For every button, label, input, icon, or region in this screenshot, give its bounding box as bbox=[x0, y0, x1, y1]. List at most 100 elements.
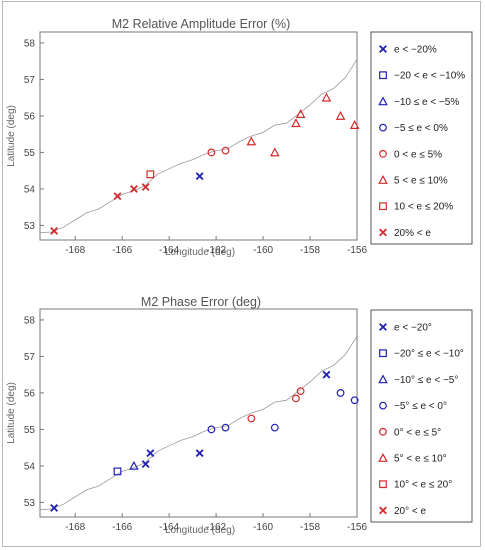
legend-marker bbox=[379, 149, 387, 158]
marker-stroke bbox=[141, 183, 150, 192]
chart-title: M2 Phase Error (deg) bbox=[141, 295, 261, 309]
marker-stroke bbox=[379, 45, 387, 53]
data-point bbox=[221, 423, 230, 432]
data-point bbox=[141, 460, 150, 469]
legend-marker bbox=[379, 506, 387, 515]
legend-label: e < −20% bbox=[394, 45, 437, 56]
y-tick-label: 54 bbox=[24, 184, 36, 195]
marker-shape bbox=[350, 396, 359, 405]
legend-label: 20% < e bbox=[394, 228, 431, 239]
legend-entry: −5° ≤ e < 0° bbox=[379, 401, 447, 412]
legend-label: 10 < e ≤ 20% bbox=[394, 202, 453, 213]
marker-shape bbox=[221, 146, 230, 155]
data-point bbox=[129, 460, 139, 470]
legend-label: 0 < e ≤ 5% bbox=[394, 149, 442, 160]
data-point bbox=[207, 148, 216, 157]
x-tick-label: -162 bbox=[206, 522, 226, 533]
marker-shape bbox=[379, 480, 387, 489]
y-tick-label: 55 bbox=[24, 425, 36, 436]
marker-shape bbox=[378, 452, 388, 462]
legend-marker bbox=[379, 427, 387, 436]
y-tick-label: 58 bbox=[24, 315, 36, 326]
x-tick-label: -164 bbox=[159, 522, 179, 533]
x-tick-label: -166 bbox=[112, 245, 132, 256]
marker-shape bbox=[379, 427, 387, 436]
marker-shape bbox=[336, 389, 345, 397]
x-tick-label: -156 bbox=[347, 522, 367, 533]
data-point bbox=[50, 503, 59, 512]
legend-entry: 20% < e bbox=[379, 228, 431, 239]
legend-label: −20° ≤ e < −10° bbox=[394, 349, 464, 360]
marker-shape bbox=[379, 149, 387, 158]
marker-shape bbox=[321, 92, 332, 102]
data-point bbox=[113, 192, 122, 201]
data-point bbox=[270, 147, 280, 157]
legend-box bbox=[370, 309, 473, 523]
x-tick-label: -156 bbox=[347, 245, 367, 256]
marker-shape bbox=[379, 349, 387, 358]
legend-entry: 20° < e bbox=[379, 506, 427, 517]
legend-label: e < −20° bbox=[394, 323, 432, 334]
data-point bbox=[292, 394, 300, 403]
amplitude-error-panel: M2 Relative Amplitude Error (%) Longitud… bbox=[6, 17, 473, 258]
legend-entry: 0° < e ≤ 5° bbox=[379, 427, 441, 438]
marker-shape bbox=[146, 170, 155, 179]
plot-area-frame bbox=[39, 31, 358, 241]
data-point bbox=[295, 109, 306, 119]
legend-marker bbox=[378, 374, 388, 384]
legend-marker bbox=[378, 96, 388, 106]
marker-stroke bbox=[50, 503, 59, 512]
marker-shape bbox=[270, 147, 280, 157]
data-point bbox=[146, 170, 155, 179]
marker-shape bbox=[207, 148, 216, 157]
marker-shape bbox=[129, 460, 139, 470]
y-tick-label: 55 bbox=[24, 148, 36, 159]
legend-marker bbox=[379, 45, 387, 53]
data-point bbox=[322, 370, 331, 379]
legend-label: 20° < e bbox=[394, 506, 427, 517]
data-point bbox=[247, 414, 256, 423]
data-point bbox=[336, 389, 345, 397]
legend-marker bbox=[379, 71, 387, 80]
y-tick-label: 57 bbox=[24, 352, 36, 363]
data-point bbox=[291, 118, 301, 128]
marker-stroke bbox=[379, 506, 387, 515]
marker-shape bbox=[270, 423, 279, 432]
legend-entry: e < −20° bbox=[379, 323, 432, 334]
y-tick-label: 53 bbox=[24, 221, 36, 232]
x-tick-label: -162 bbox=[206, 245, 226, 256]
data-point bbox=[221, 146, 230, 155]
data-point bbox=[141, 183, 150, 192]
y-tick-label: 56 bbox=[24, 388, 36, 399]
marker-shape bbox=[221, 423, 230, 432]
legend-entry: 10° < e ≤ 20° bbox=[379, 480, 452, 491]
x-tick-label: -158 bbox=[300, 522, 320, 533]
data-point bbox=[350, 396, 359, 405]
coastline bbox=[39, 59, 358, 234]
y-tick-label: 56 bbox=[24, 111, 36, 122]
legend-entry: −10 ≤ e < −5% bbox=[378, 96, 459, 108]
marker-shape bbox=[379, 202, 387, 211]
marker-stroke bbox=[322, 370, 331, 379]
legend-marker bbox=[379, 228, 387, 237]
data-point bbox=[246, 136, 257, 146]
marker-shape bbox=[246, 136, 257, 146]
marker-stroke bbox=[129, 184, 138, 193]
marker-shape bbox=[291, 118, 301, 128]
legend-label: 5 < e ≤ 10% bbox=[394, 176, 448, 187]
plot-area-frame bbox=[39, 308, 358, 518]
x-axis-label: Longitude (deg) bbox=[165, 525, 235, 536]
legend-entry: −20 < e < −10% bbox=[379, 71, 465, 82]
y-tick-label: 53 bbox=[24, 498, 36, 509]
marker-shape bbox=[378, 374, 388, 384]
marker-shape bbox=[207, 425, 216, 434]
legend-label: −20 < e < −10% bbox=[394, 71, 465, 82]
legend-label: −10 ≤ e < −5% bbox=[394, 97, 459, 108]
marker-stroke bbox=[113, 192, 122, 201]
x-tick-label: -168 bbox=[65, 522, 85, 533]
legend-entry: 10 < e ≤ 20% bbox=[379, 202, 453, 213]
legend-label: 10° < e ≤ 20° bbox=[394, 480, 452, 491]
legend-label: −10° ≤ e < −5° bbox=[394, 375, 458, 386]
x-tick-label: -160 bbox=[253, 522, 273, 533]
